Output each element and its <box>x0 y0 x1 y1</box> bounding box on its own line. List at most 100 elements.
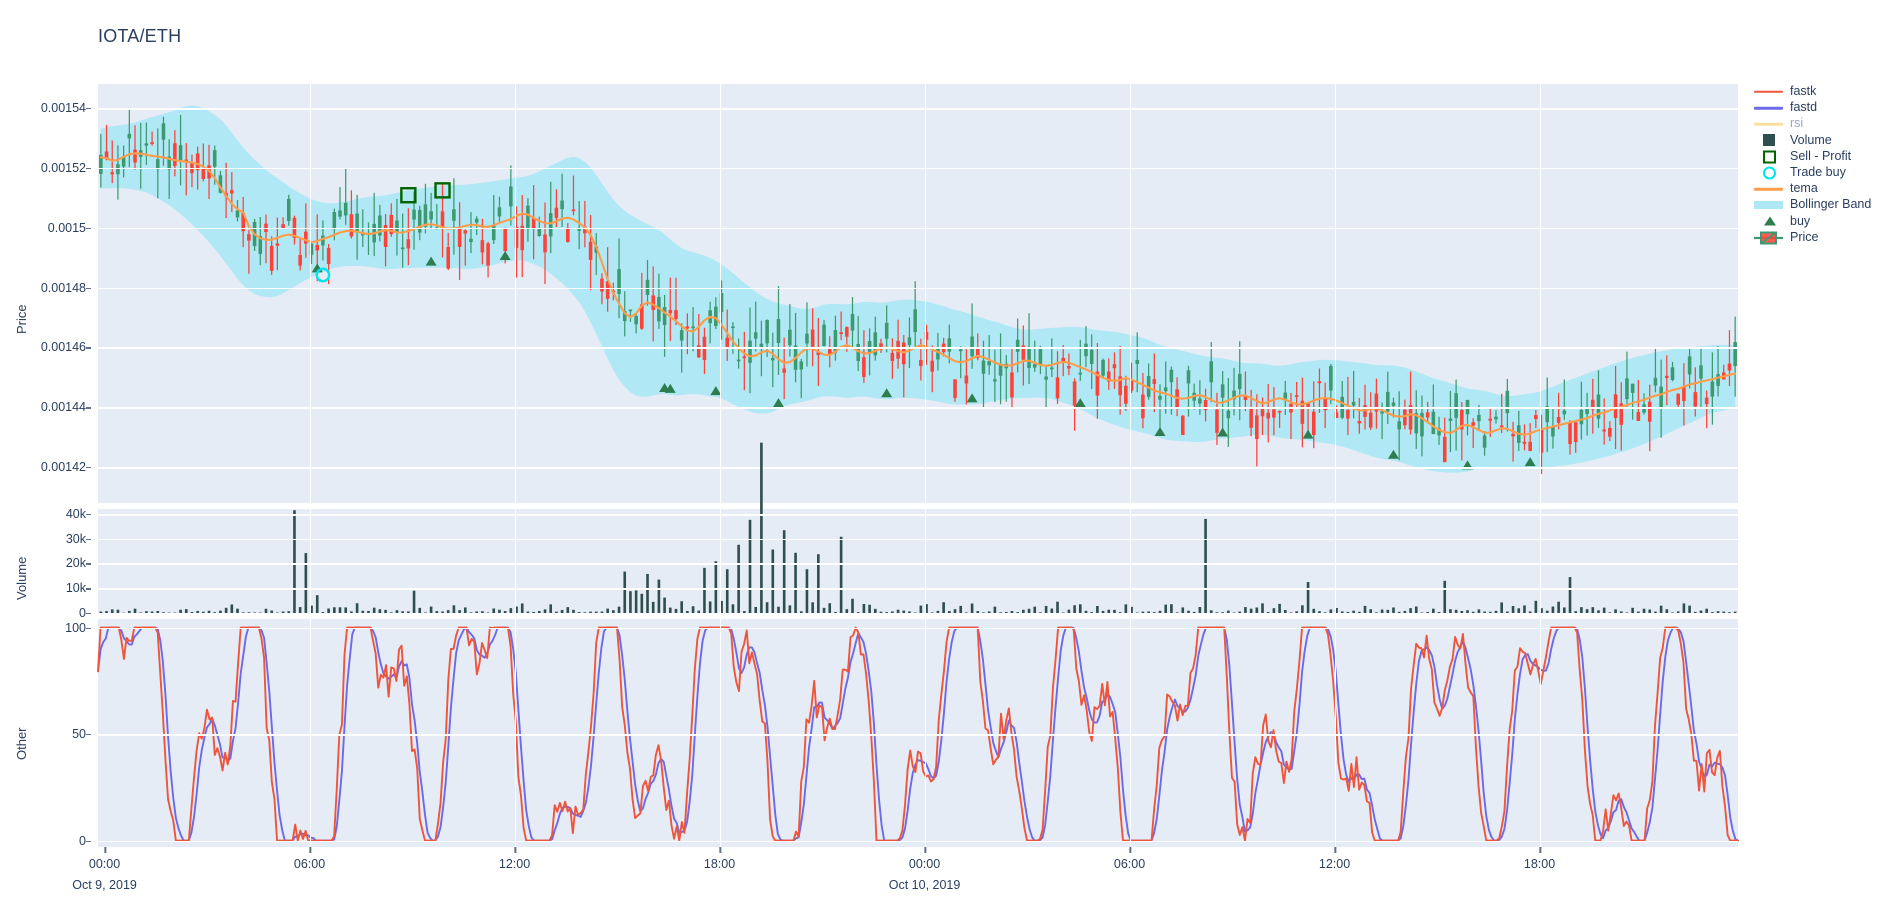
gridline-horizontal <box>98 513 1738 516</box>
band-icon <box>1752 197 1785 213</box>
candle-body <box>1010 372 1014 398</box>
volume-bar <box>1090 612 1093 613</box>
buy-marker[interactable] <box>966 393 978 403</box>
candle-body <box>1015 339 1020 352</box>
volume-bar-series[interactable] <box>99 442 1737 614</box>
chart-legend[interactable]: fastk fastd rsi Volume Sell - Profit Trade bu… <box>1752 84 1888 246</box>
y-tick-mark <box>86 734 91 736</box>
volume-bar <box>486 612 490 614</box>
line-icon <box>1752 100 1785 116</box>
buy-marker[interactable] <box>664 383 676 393</box>
other-plot-area[interactable] <box>97 619 1739 847</box>
legend-item-fastd[interactable]: fastd <box>1752 100 1888 116</box>
volume-bar <box>99 611 103 613</box>
candle-body <box>822 324 826 346</box>
candle-body <box>799 361 804 370</box>
legend-item-sell-profit[interactable]: Sell - Profit <box>1752 149 1888 165</box>
price-plot-area[interactable] <box>98 84 1738 503</box>
buy-marker[interactable] <box>1524 457 1536 467</box>
legend-item-price[interactable]: Price <box>1752 230 1888 246</box>
candle-body <box>99 154 103 174</box>
x-axis-day-label: Oct 10, 2019 <box>888 878 961 892</box>
candle-body <box>1226 410 1231 419</box>
gridline-vertical <box>1334 619 1337 847</box>
candle-body <box>1687 356 1692 375</box>
trade-buy-marker[interactable] <box>315 267 331 283</box>
legend-item-buy[interactable]: buy <box>1752 214 1888 230</box>
buy-marker[interactable] <box>772 398 784 408</box>
volume-bar <box>1130 606 1133 613</box>
gridline-horizontal <box>98 588 1738 590</box>
candle-body <box>588 241 593 260</box>
candle-body <box>1220 384 1225 398</box>
candle-body <box>537 228 542 237</box>
volume-bar <box>720 600 723 613</box>
candle-body <box>321 235 325 246</box>
candle-body <box>150 142 154 144</box>
volume-bar <box>1278 603 1281 613</box>
gridline-horizontal <box>98 107 1738 110</box>
volume-bar <box>1471 611 1475 613</box>
volume-bar <box>782 530 786 613</box>
candle-body <box>1084 343 1088 357</box>
volume-bar <box>1380 609 1384 613</box>
x-tick-mark <box>514 847 516 853</box>
buy-marker[interactable] <box>1302 429 1314 439</box>
buy-marker[interactable] <box>881 388 893 398</box>
legend-item-tema[interactable]: tema <box>1752 181 1888 197</box>
candle-body <box>1545 406 1550 423</box>
buy-marker[interactable] <box>1217 427 1229 437</box>
candle-body <box>839 332 843 334</box>
volume-bar <box>321 612 325 613</box>
candle-body <box>1665 375 1669 379</box>
candle-body <box>776 319 781 343</box>
volume-bar <box>1619 611 1623 613</box>
candle-body <box>269 245 274 271</box>
candle-body <box>884 322 889 339</box>
sell-profit-marker[interactable] <box>434 182 451 199</box>
volume-bar <box>1044 605 1048 613</box>
volume-bar <box>1061 612 1065 614</box>
buy-marker[interactable] <box>1154 427 1166 437</box>
candle-body <box>1460 409 1464 430</box>
legend-item-trade-buy[interactable]: Trade buy <box>1752 165 1888 181</box>
volume-bar <box>213 612 217 613</box>
candle-body <box>1619 403 1624 425</box>
volume-bar <box>509 608 513 613</box>
candle-body <box>845 327 849 337</box>
legend-item-volume[interactable]: Volume <box>1752 133 1888 149</box>
y-tick-label: 0.00152 <box>0 161 91 175</box>
candle-body <box>628 309 633 312</box>
y-tick-label: 0.00148 <box>0 281 91 295</box>
volume-bar <box>817 554 820 613</box>
x-tick-label: 12:00 <box>499 847 530 871</box>
volume-bar <box>1016 612 1019 613</box>
volume-bar <box>1141 611 1145 613</box>
legend-item-fastk[interactable]: fastk <box>1752 84 1888 100</box>
buy-marker[interactable] <box>499 250 511 260</box>
candle-body <box>1482 435 1487 448</box>
volume-bar <box>179 609 182 613</box>
candle-body <box>127 133 132 139</box>
volume-plot-area[interactable] <box>98 442 1738 615</box>
volume-bar <box>1340 611 1344 613</box>
volume-bar <box>908 611 911 613</box>
x-axis-day-label: Oct 9, 2019 <box>72 878 137 892</box>
candle-body <box>1704 397 1709 405</box>
gridline-horizontal <box>98 347 1738 349</box>
buy-marker[interactable] <box>1074 398 1086 408</box>
candlestick-series[interactable] <box>99 107 1737 474</box>
buy-marker[interactable] <box>710 386 722 396</box>
buy-marker[interactable] <box>425 256 437 266</box>
volume-bar <box>1249 608 1253 613</box>
volume-bar <box>703 567 706 613</box>
volume-bar <box>1642 608 1646 613</box>
legend-item-rsi[interactable]: rsi <box>1752 116 1888 132</box>
volume-bar <box>913 612 917 614</box>
candle-body <box>1454 393 1458 418</box>
sell-profit-marker[interactable] <box>400 187 417 204</box>
legend-item-bollinger-band[interactable]: Bollinger Band <box>1752 197 1888 213</box>
candle-body <box>144 143 149 146</box>
buy-marker[interactable] <box>1387 449 1399 459</box>
volume-bar <box>310 605 313 613</box>
